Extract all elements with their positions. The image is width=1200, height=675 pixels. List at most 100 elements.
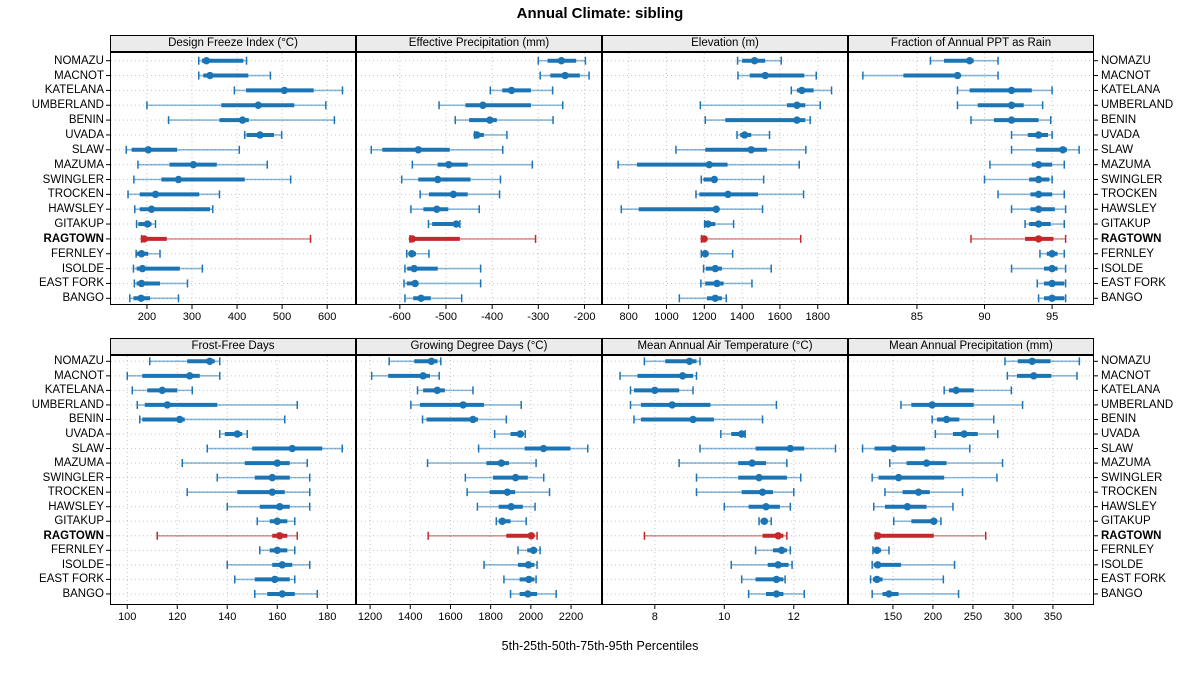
x-tick-label: -200 [573,311,595,323]
x-tick-label: 1400 [730,311,754,323]
percentile-row-uvada [493,430,526,438]
median-dot [410,264,418,273]
station-label-left-gitakup: GITAKUP [54,515,104,528]
percentile-row-gitakup [135,220,157,229]
percentile-row-fernley [754,546,792,555]
percentile-row-hawsley [476,502,536,511]
median-dot [1048,250,1056,258]
median-dot [705,160,713,169]
percentile-row-katelana [489,86,554,95]
station-label-right-ragtown: RAGTOWN [1101,232,1162,245]
median-dot [1007,116,1016,124]
x-tick-label: 1200 [692,311,716,323]
percentile-row-swingler [464,473,545,482]
median-dot [427,357,436,365]
percentile-row-trocken [884,488,964,497]
median-dot [498,517,507,525]
median-dot [479,101,487,109]
median-dot [755,473,763,482]
median-dot [186,372,194,380]
percentile-row-isolde [483,560,538,569]
median-dot [278,590,286,598]
x-tick-label: 300 [1004,611,1022,623]
station-label-right-umberland: UMBERLAND [1101,99,1174,112]
station-label-left-katelana: KATELANA [44,384,104,397]
x-tick-label: 600 [318,311,336,323]
median-dot [137,294,145,302]
median-dot [202,57,211,65]
median-dot [206,357,214,365]
percentile-row-nomazu [929,56,999,65]
median-dot [516,430,524,438]
x-tick-label: -400 [481,311,503,323]
percentile-row-bango [871,589,960,598]
percentile-row-uvada [736,130,771,139]
percentile-row-gitakup [758,517,772,526]
percentile-row-nomazu [198,56,248,65]
station-label-left-east-fork: EAST FORK [39,277,104,290]
station-label-left-hawsley: HAWSLEY [48,203,104,216]
station-label-right-ragtown: RAGTOWN [1101,529,1162,542]
median-dot [473,131,481,139]
percentile-row-umberland [956,101,1044,110]
percentile-row-uvada [934,430,999,438]
station-label-right-slaw: SLAW [1101,442,1134,455]
percentile-row-bango [747,589,805,598]
percentile-row-katelana [233,86,344,95]
panel-background [602,355,848,605]
station-label-right-hawsley: HAWSLEY [1101,203,1157,216]
percentile-row-nomazu [1004,357,1081,366]
station-label-left-bango: BANGO [62,587,104,600]
x-tick-label: 500 [273,311,291,323]
x-tick-label: 1600 [768,311,792,323]
x-tick-label: 200 [924,611,942,623]
median-dot [798,86,806,95]
percentile-row-trocken [997,190,1066,199]
percentile-row-ragtown [970,234,1067,243]
median-dot [452,220,460,228]
median-dot [256,131,264,139]
percentile-row-slaw [861,444,971,453]
percentile-row-mazuma [617,160,800,169]
panel-frost-free-days: 100 120 140 160 180 [106,355,356,623]
median-dot [774,532,782,540]
median-dot [942,415,951,424]
median-dot [511,473,520,482]
median-dot [433,175,442,184]
median-dot [147,205,156,213]
median-dot [712,205,720,213]
median-dot [529,546,538,555]
percentile-row-trocken [466,488,551,497]
station-label-right-katelana: KATELANA [1101,384,1161,397]
median-dot [873,546,881,555]
median-dot [507,503,515,511]
station-label-left-swingler: SWINGLER [42,173,104,186]
x-tick-label: 400 [228,311,246,323]
station-label-right-east-fork: EAST FORK [1101,277,1166,290]
median-dot [1034,205,1043,213]
percentile-row-trocken [695,488,795,497]
percentile-row-swingler [216,473,311,482]
station-label-right-isolde: ISOLDE [1101,262,1144,275]
percentile-row-trocken [695,190,805,199]
x-tick-label: 12 [788,611,800,623]
median-dot [772,575,781,584]
percentile-row-isolde [404,264,482,273]
percentile-row-uvada [473,130,508,139]
percentile-row-benin [421,415,508,424]
percentile-row-ragtown [700,234,802,243]
station-label-right-swingler: SWINGLER [1101,173,1163,186]
percentile-row-swingler [695,473,802,482]
median-dot [276,503,284,511]
x-tick-label: 120 [168,611,186,623]
station-label-left-swingler: SWINGLER [42,471,104,484]
median-dot [874,561,882,569]
percentile-row-uvada [219,430,248,438]
median-dot [1007,101,1016,109]
x-tick-label: 180 [318,611,336,623]
station-label-right-trocken: TROCKEN [1101,188,1158,201]
median-dot [280,86,289,95]
station-label-left-umberland: UMBERLAND [31,398,104,411]
median-dot [278,561,286,569]
median-dot [710,175,719,184]
